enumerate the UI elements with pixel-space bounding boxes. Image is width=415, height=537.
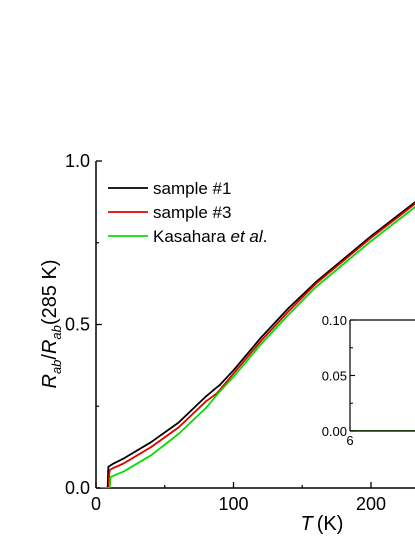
y-label-slash: / [39, 354, 61, 360]
series-line-sample-3 [100, 202, 415, 488]
legend-label-part: . [263, 227, 268, 246]
legend-entry: sample #1 [108, 179, 231, 198]
x-label-var: T [301, 513, 315, 535]
y-tick-label: 0.5 [65, 315, 90, 335]
legend-label: sample #1 [153, 179, 231, 198]
y-label-tail: (285 K) [39, 260, 61, 326]
inset-y-tick-label: 0.10 [322, 313, 347, 328]
inset-background [350, 320, 415, 431]
legend-label-part: sample #1 [153, 179, 231, 198]
legend-entry: sample #3 [108, 203, 231, 222]
x-tick-label: 0 [91, 494, 101, 514]
inset-plot: 0.000.050.1068 [322, 313, 415, 448]
x-label-unit: (K) [317, 513, 344, 535]
legend-label: sample #3 [153, 203, 231, 222]
y-label-r1: R [39, 374, 61, 388]
inset-x-tick-label: 6 [346, 433, 353, 448]
legend-label: Kasahara et al. [153, 227, 267, 246]
x-tick-label: 100 [218, 494, 248, 514]
legend-label-part: sample #3 [153, 203, 231, 222]
legend-label-part: et al [231, 227, 264, 246]
legend-label-part: Kasahara [153, 227, 231, 246]
series-line-sample-1 [100, 201, 415, 488]
y-axis-label: Rab/Rab(285 K) [39, 260, 64, 389]
x-tick-label: 200 [356, 494, 386, 514]
main-plot-lines [100, 201, 415, 488]
y-label-sub1: ab [49, 360, 64, 374]
inset-y-tick-label: 0.05 [322, 369, 347, 384]
y-tick-label: 0.0 [65, 478, 90, 498]
inset-plot-axes: 0.000.050.1068 [322, 313, 415, 448]
legend: sample #1 sample #3 Kasahara et al. [108, 179, 267, 246]
y-tick-label: 1.0 [65, 151, 90, 171]
x-axis-label: T (K) [301, 513, 344, 535]
series-line-kasahara-et-al [100, 205, 415, 488]
main-plot-axes: 0 100 200 0.0 0.5 1.0 [65, 151, 415, 514]
inset-y-tick-label: 0.00 [322, 424, 347, 439]
legend-entry: Kasahara et al. [108, 227, 267, 246]
y-label-r2: R [39, 340, 61, 354]
y-label-sub2: ab [49, 325, 64, 339]
